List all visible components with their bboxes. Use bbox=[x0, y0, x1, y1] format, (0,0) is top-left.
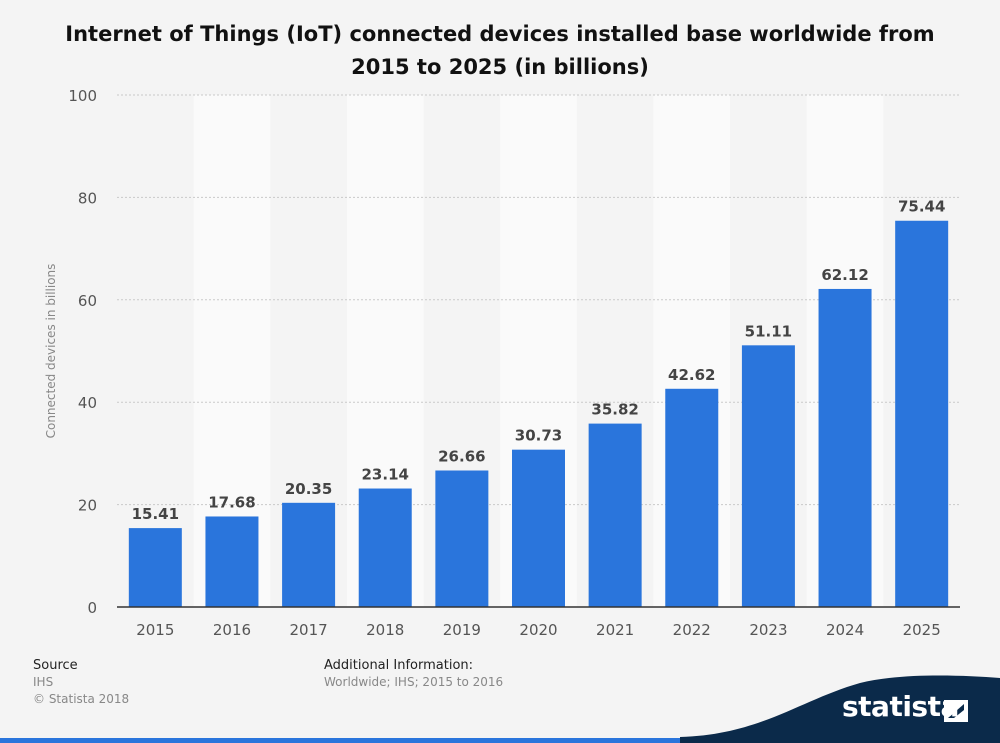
y-tick-labels: 0 20 40 60 80 100 bbox=[68, 87, 97, 617]
data-label: 23.14 bbox=[362, 466, 409, 484]
bar[interactable] bbox=[741, 345, 795, 607]
source-name: IHS bbox=[33, 675, 54, 689]
bar[interactable] bbox=[588, 423, 642, 607]
bars bbox=[128, 220, 949, 607]
bar[interactable] bbox=[512, 449, 565, 607]
data-label: 20.35 bbox=[285, 480, 332, 498]
y-tick-label: 20 bbox=[78, 497, 97, 515]
data-label: 51.11 bbox=[745, 322, 792, 340]
y-tick-label: 40 bbox=[78, 394, 97, 412]
source-block: Source IHS © Statista 2018 bbox=[33, 657, 129, 708]
data-label: 35.82 bbox=[591, 401, 638, 419]
bar[interactable] bbox=[435, 470, 489, 607]
data-label: 15.41 bbox=[132, 505, 179, 523]
data-label: 17.68 bbox=[208, 493, 255, 511]
data-label: 26.66 bbox=[438, 448, 485, 466]
x-tick-label: 2017 bbox=[289, 621, 327, 639]
y-axis-label: Connected devices in billions bbox=[44, 264, 58, 439]
data-label: 30.73 bbox=[515, 427, 562, 445]
bar[interactable] bbox=[818, 288, 872, 607]
bar[interactable] bbox=[665, 388, 719, 607]
x-tick-label: 2019 bbox=[443, 621, 481, 639]
bar[interactable] bbox=[205, 516, 259, 607]
y-tick-label: 0 bbox=[87, 599, 97, 617]
x-tick-labels: 2015 2016 2017 2018 2019 2020 2021 2022 2023 2024… bbox=[136, 621, 941, 639]
bar[interactable] bbox=[128, 528, 182, 607]
x-tick-label: 2018 bbox=[366, 621, 404, 639]
bar[interactable] bbox=[358, 488, 412, 607]
x-tick-label: 2022 bbox=[673, 621, 711, 639]
data-label: 75.44 bbox=[898, 198, 945, 216]
x-tick-label: 2020 bbox=[519, 621, 557, 639]
x-tick-label: 2021 bbox=[596, 621, 634, 639]
y-tick-label: 100 bbox=[68, 87, 97, 105]
info-heading: Additional Information: bbox=[324, 658, 474, 673]
chart-title: Internet of Things (IoT) connected devic… bbox=[65, 22, 935, 79]
data-label: 42.62 bbox=[668, 366, 715, 384]
y-tick-label: 60 bbox=[78, 292, 97, 310]
info-text: Worldwide; IHS; 2015 to 2016 bbox=[324, 675, 504, 689]
x-tick-label: 2023 bbox=[749, 621, 787, 639]
statista-logo: statista bbox=[842, 690, 959, 723]
copyright: © Statista 2018 bbox=[33, 692, 130, 706]
source-heading: Source bbox=[33, 658, 78, 673]
x-tick-label: 2024 bbox=[826, 621, 864, 639]
bar[interactable] bbox=[282, 502, 336, 607]
data-label: 62.12 bbox=[821, 266, 868, 284]
x-tick-label: 2015 bbox=[136, 621, 174, 639]
y-tick-label: 80 bbox=[78, 189, 97, 207]
bar-chart: 0 20 40 60 80 100 15.41 17.68 20.35 23.14 26.66 30… bbox=[44, 87, 960, 639]
x-tick-label: 2016 bbox=[213, 621, 251, 639]
data-labels: 15.41 17.68 20.35 23.14 26.66 30.73 35.82 42.62… bbox=[132, 198, 946, 523]
additional-info-block: Additional Information: Worldwide; IHS; … bbox=[324, 657, 503, 691]
bar[interactable] bbox=[895, 220, 949, 607]
x-tick-label: 2025 bbox=[903, 621, 941, 639]
band-accent-line bbox=[0, 738, 1000, 743]
